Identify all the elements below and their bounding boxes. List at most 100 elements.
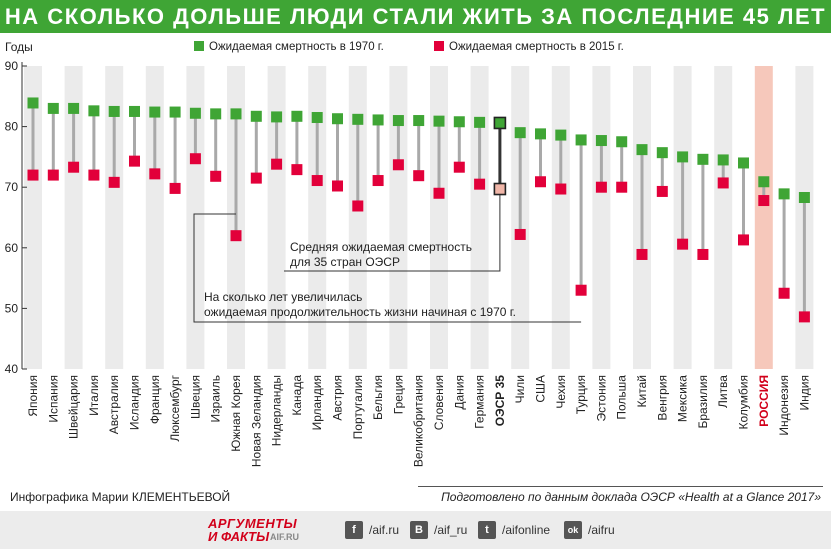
point-2015 xyxy=(392,159,404,171)
y-axis-label: Годы xyxy=(5,40,33,54)
category-label: США xyxy=(534,375,548,403)
category-label: Австрия xyxy=(331,375,345,421)
point-1970 xyxy=(595,135,607,147)
logo-line-3: AIF.RU xyxy=(270,532,299,542)
point-1970 xyxy=(311,112,323,124)
category-label: Люксембург xyxy=(168,374,182,441)
point-1970 xyxy=(250,110,262,122)
point-2015 xyxy=(271,158,283,170)
point-2015 xyxy=(47,169,59,181)
category-label: Нидерланды xyxy=(270,375,284,446)
column-band xyxy=(714,66,733,369)
column-band xyxy=(348,66,367,369)
category-label: Мексика xyxy=(676,375,690,422)
category-label: Израиль xyxy=(209,375,223,422)
category-label: Дания xyxy=(452,375,466,410)
point-2015 xyxy=(68,161,80,173)
point-1970 xyxy=(129,105,140,117)
point-1970 xyxy=(453,116,465,128)
source-note: Подготовлено по данным доклада ОЭСР «Hea… xyxy=(441,490,821,504)
category-label: Канада xyxy=(290,375,304,416)
point-2015 xyxy=(230,230,242,242)
point-1970 xyxy=(778,188,790,200)
oecd-point-1970 xyxy=(493,116,507,130)
column-band xyxy=(145,66,164,369)
column-band xyxy=(592,66,611,369)
point-2015 xyxy=(656,185,668,197)
point-2015 xyxy=(27,169,39,181)
aif-logo[interactable]: АРГУМЕНТЫ И ФАКТЫ AIF.RU xyxy=(208,516,308,544)
social-twitter-link[interactable]: t/aifonline xyxy=(478,519,550,541)
logo-line-2: И ФАКТЫ xyxy=(208,529,270,544)
oecd-annotation: Средняя ожидаемая смертность для 35 стран… xyxy=(290,240,472,269)
point-1970 xyxy=(108,105,120,117)
point-2015 xyxy=(88,169,100,181)
infographic-credit: Инфографика Марии КЛЕМЕНТЬЕВОЙ xyxy=(10,490,231,504)
point-2015 xyxy=(453,161,465,173)
point-2015 xyxy=(291,164,303,176)
point-1970 xyxy=(758,176,770,188)
point-1970 xyxy=(616,136,628,148)
point-2015 xyxy=(535,176,546,188)
point-1970 xyxy=(717,154,729,166)
point-1970 xyxy=(474,116,486,128)
category-label: Индия xyxy=(797,375,811,410)
point-2015 xyxy=(108,176,120,188)
category-label: Ирландия xyxy=(310,375,324,430)
category-label: Германия xyxy=(473,375,487,429)
point-1970 xyxy=(68,102,80,114)
y-tick-label: 50 xyxy=(5,301,19,315)
category-label: Индонезия xyxy=(777,375,791,436)
page-title: НА СКОЛЬКО ДОЛЬШЕ ЛЮДИ СТАЛИ ЖИТЬ ЗА ПОС… xyxy=(0,0,831,33)
social-facebook-link[interactable]: f/aif.ru xyxy=(345,519,399,541)
column-band xyxy=(470,66,489,369)
point-2015 xyxy=(778,287,790,299)
y-tick-label: 40 xyxy=(5,362,19,376)
column-band xyxy=(186,66,205,369)
point-2015 xyxy=(798,311,810,323)
social-odnoklassniki-label: /aifru xyxy=(588,523,615,537)
point-1970 xyxy=(372,114,384,126)
category-label: Австралия xyxy=(107,375,121,434)
category-label: Китай xyxy=(635,375,649,407)
column-band xyxy=(389,66,408,369)
point-2015 xyxy=(758,195,770,207)
column-band xyxy=(267,66,286,369)
social-vk-link[interactable]: В/aif_ru xyxy=(410,519,467,541)
point-2015 xyxy=(636,248,648,260)
point-2015 xyxy=(717,177,729,189)
category-label: Бразилия xyxy=(696,375,710,429)
logo-line-1: АРГУМЕНТЫ xyxy=(208,516,298,531)
category-label: Колумбия xyxy=(737,375,751,429)
column-band xyxy=(430,66,448,369)
category-label: Швейцария xyxy=(67,375,81,439)
point-1970 xyxy=(169,106,181,118)
point-1970 xyxy=(636,144,648,156)
category-label: Бельгия xyxy=(371,375,385,420)
point-1970 xyxy=(738,157,749,169)
category-label: Греция xyxy=(391,375,405,414)
category-label: Великобритания xyxy=(412,375,426,467)
point-1970 xyxy=(413,115,425,127)
point-2015 xyxy=(129,155,140,167)
category-label: Чили xyxy=(513,375,527,403)
category-label: Словения xyxy=(432,375,446,430)
point-1970 xyxy=(271,111,283,123)
column-band xyxy=(64,66,83,369)
point-1970 xyxy=(210,108,222,120)
column-band xyxy=(308,66,327,369)
category-label: Турция xyxy=(574,375,588,414)
social-odnoklassniki-link[interactable]: ok/aifru xyxy=(564,519,615,541)
point-1970 xyxy=(88,105,100,117)
category-label: Португалия xyxy=(351,375,365,439)
point-2015 xyxy=(372,175,384,187)
social-vk-label: /aif_ru xyxy=(434,523,468,537)
point-1970 xyxy=(697,153,709,165)
category-label: Венгрия xyxy=(655,375,669,421)
facebook-icon: f xyxy=(345,521,363,539)
category-label: Польша xyxy=(615,375,629,420)
point-1970 xyxy=(291,110,303,122)
legend-swatch-1970 xyxy=(194,41,204,51)
point-1970 xyxy=(27,97,39,109)
point-1970 xyxy=(535,128,546,140)
